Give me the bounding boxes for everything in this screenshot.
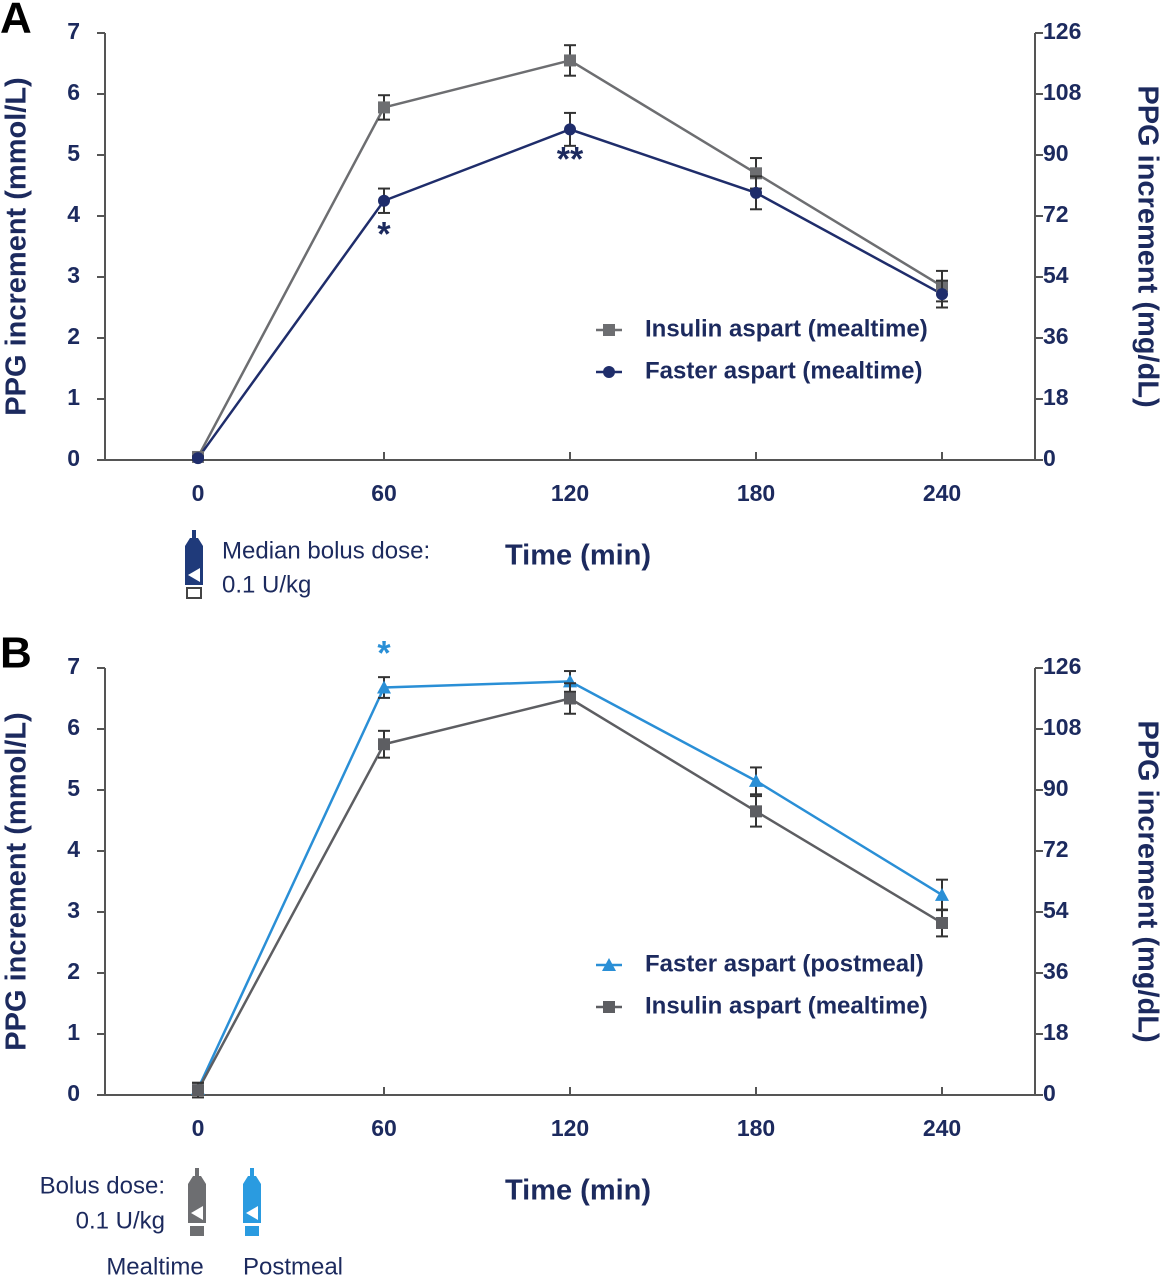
y2-tick-label: 36 <box>1043 958 1069 984</box>
y2-tick-label: 126 <box>1043 18 1081 44</box>
y2-tick-label: 126 <box>1043 653 1081 679</box>
dose-note: 0.1 U/kg <box>76 1207 165 1234</box>
y-tick-label: 0 <box>67 445 80 471</box>
y-tick-label: 2 <box>67 323 80 349</box>
pen-label: Postmeal <box>243 1253 343 1280</box>
y-tick-label: 5 <box>67 140 80 166</box>
significance-marker: ** <box>557 140 584 178</box>
x-tick-label: 180 <box>737 1115 775 1141</box>
series-line <box>196 128 943 459</box>
y-tick-label: 0 <box>67 1080 80 1106</box>
y2-tick-label: 0 <box>1043 1080 1056 1106</box>
y-tick-label: 1 <box>67 384 80 410</box>
marker <box>936 288 948 301</box>
y2-tick-label: 36 <box>1043 323 1069 349</box>
x-axis-label: Time (min) <box>505 540 651 572</box>
significance-marker: * <box>377 635 391 673</box>
marker <box>377 680 391 694</box>
x-tick-label: 120 <box>551 1115 589 1141</box>
marker <box>378 194 390 207</box>
y-tick-label: 6 <box>67 714 80 740</box>
legend-marker <box>603 1001 615 1013</box>
x-tick-label: 120 <box>551 480 589 506</box>
marker <box>378 738 390 751</box>
legend-label: Insulin aspart (mealtime) <box>645 992 928 1019</box>
y2-tick-label: 18 <box>1043 1019 1069 1045</box>
x-tick-label: 0 <box>192 480 205 506</box>
y-tick-label: 6 <box>67 79 80 105</box>
marker <box>378 101 390 114</box>
marker <box>750 186 762 199</box>
y2-tick-label: 90 <box>1043 140 1069 166</box>
y-tick-label: 5 <box>67 775 80 801</box>
legend-marker <box>602 958 616 971</box>
y-tick-label: 4 <box>67 201 80 227</box>
marker <box>192 452 204 465</box>
y-tick-label: 1 <box>67 1019 80 1045</box>
dose-note: Bolus dose: <box>40 1172 165 1199</box>
y-tick-label: 4 <box>67 836 80 862</box>
x-tick-label: 180 <box>737 480 775 506</box>
y-axis-label: PPG increment (mmol/L) <box>1 712 33 1050</box>
y-tick-label: 7 <box>67 653 80 679</box>
y2-tick-label: 54 <box>1043 262 1069 288</box>
panel-label: B <box>0 629 32 678</box>
marker <box>564 54 576 67</box>
y-axis-label: PPG increment (mmol/L) <box>1 77 33 415</box>
y2-tick-label: 72 <box>1043 201 1069 227</box>
y2-tick-label: 72 <box>1043 836 1069 862</box>
pen-icon <box>188 1168 206 1236</box>
pen-icon <box>185 530 203 599</box>
marker <box>749 773 763 787</box>
dose-note: Median bolus dose: <box>222 537 430 564</box>
y2-tick-label: 18 <box>1043 384 1069 410</box>
x-tick-label: 60 <box>371 1115 397 1141</box>
y-tick-label: 7 <box>67 18 80 44</box>
y-tick-label: 3 <box>67 897 80 923</box>
y-tick-label: 3 <box>67 262 80 288</box>
marker <box>564 692 576 705</box>
legend-label: Insulin aspart (mealtime) <box>645 315 928 342</box>
series-line <box>196 697 943 1091</box>
y2-tick-label: 108 <box>1043 714 1082 740</box>
y2-tick-label: 0 <box>1043 445 1056 471</box>
x-tick-label: 240 <box>923 1115 961 1141</box>
dose-note: 0.1 U/kg <box>222 571 311 598</box>
y2-axis-label: PPG increment (mg/dL) <box>1131 720 1163 1042</box>
x-axis-label: Time (min) <box>505 1175 651 1207</box>
y2-axis-label: PPG increment (mg/dL) <box>1131 85 1163 407</box>
legend-marker <box>603 366 615 378</box>
marker <box>936 916 948 929</box>
x-tick-label: 0 <box>192 1115 205 1141</box>
pen-label: Mealtime <box>106 1253 203 1280</box>
x-tick-label: 60 <box>371 480 397 506</box>
x-tick-label: 240 <box>923 480 961 506</box>
y-tick-label: 2 <box>67 958 80 984</box>
legend-marker <box>603 324 615 336</box>
panel-label: A <box>0 0 32 43</box>
y2-tick-label: 54 <box>1043 897 1069 923</box>
marker <box>750 805 762 818</box>
y2-tick-label: 90 <box>1043 775 1069 801</box>
marker <box>564 123 576 136</box>
legend-label: Faster aspart (mealtime) <box>645 357 922 384</box>
pen-icon <box>243 1168 261 1236</box>
marker <box>935 887 949 901</box>
significance-marker: * <box>377 216 391 254</box>
marker <box>192 1084 204 1097</box>
y2-tick-label: 108 <box>1043 79 1082 105</box>
legend-label: Faster aspart (postmeal) <box>645 950 924 977</box>
